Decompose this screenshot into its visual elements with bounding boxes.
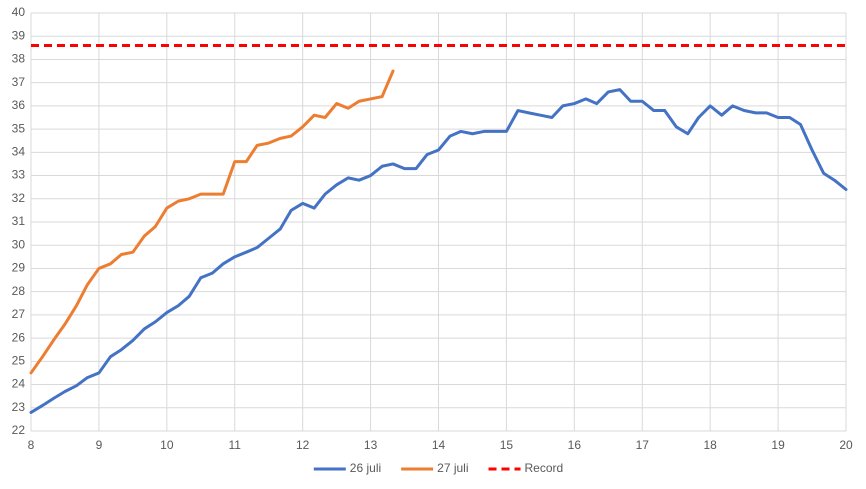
y-tick-label: 25: [12, 354, 26, 368]
x-tick-label: 11: [229, 438, 242, 452]
line-series: [29, 69, 395, 375]
x-tick-label: 13: [364, 438, 378, 452]
y-tick-label: 35: [12, 121, 26, 135]
x-tick-label: 18: [703, 438, 717, 452]
x-tick-label: 19: [771, 438, 785, 452]
x-tick-label: 15: [500, 438, 514, 452]
y-tick-label: 32: [12, 191, 26, 205]
x-tick-label: 20: [839, 438, 853, 452]
y-tick-label: 24: [12, 377, 26, 391]
x-tick-label: 9: [96, 438, 103, 452]
y-tick-label: 29: [12, 261, 26, 275]
y-tick-label: 33: [12, 168, 26, 182]
x-tick-label: 8: [28, 438, 35, 452]
y-tick-label: 30: [12, 237, 26, 251]
x-tick-label: 16: [568, 438, 582, 452]
y-tick-label: 27: [12, 307, 26, 321]
y-tick-label: 23: [12, 400, 26, 414]
legend-label: 26 juli: [350, 461, 381, 475]
y-tick-label: 40: [12, 5, 26, 19]
y-tick-label: 28: [12, 284, 26, 298]
legend: 26 juli 27 juli Record: [313, 461, 564, 475]
legend-label: 27 juli: [437, 461, 468, 475]
x-tick-label: 14: [432, 438, 446, 452]
y-tick-label: 36: [12, 98, 26, 112]
y-tick-label: 39: [12, 28, 26, 42]
x-tick-label: 10: [160, 438, 174, 452]
y-tick-label: 38: [12, 52, 26, 66]
y-tick-label: 26: [12, 330, 26, 344]
legend-label: Record: [525, 461, 564, 475]
legend-item: 26 juli: [313, 461, 381, 475]
y-tick-label: 34: [12, 145, 26, 159]
legend-item: 27 juli: [401, 461, 469, 475]
x-tick-label: 17: [636, 438, 650, 452]
line-series: [29, 88, 848, 414]
y-tick-label: 22: [12, 423, 26, 437]
legend-item: Record: [488, 461, 564, 475]
y-tick-label: 31: [12, 214, 26, 228]
x-tick-label: 12: [296, 438, 310, 452]
y-tick-label: 37: [12, 75, 26, 89]
